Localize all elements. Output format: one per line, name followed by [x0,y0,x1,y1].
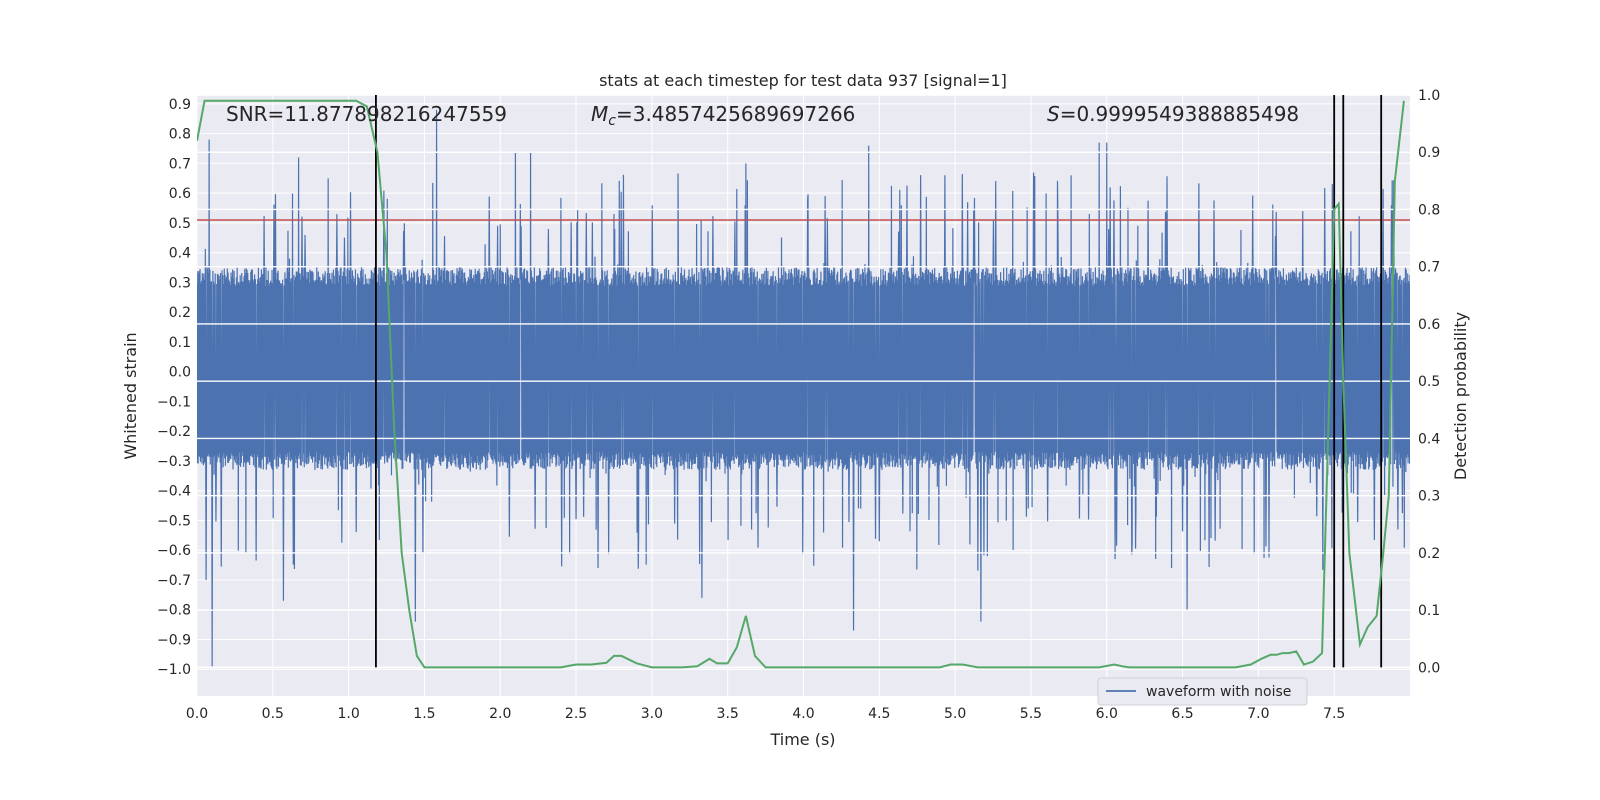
x-tick-label: 4.0 [792,706,814,722]
right-tick-label: 0.1 [1418,603,1440,619]
left-tick-label: −0.8 [157,603,191,619]
left-tick-label: −0.7 [157,573,191,589]
detection-probability-series [197,99,1405,669]
left-tick-label: 0.3 [169,275,191,291]
right-tick-label: 0.8 [1418,202,1440,218]
snr-annotation: SNR=11.877898216247559 [226,102,507,126]
right-tick-label: 0.6 [1418,317,1440,333]
x-tick-label: 6.0 [1096,706,1118,722]
score-annotation: S=0.9999549388885498 [1047,102,1299,126]
left-tick-label: −0.1 [157,394,191,410]
right-tick-label: 0.9 [1418,145,1440,161]
x-tick-label: 2.0 [489,706,511,722]
x-tick-label: 3.0 [641,706,663,722]
left-tick-label: −1.0 [157,662,191,678]
left-tick-label: 0.0 [169,365,191,381]
y-axis-label-left: Whitened strain [121,332,140,459]
y-axis-label-right: Detection probability [1451,312,1470,480]
right-tick-label: 0.7 [1418,260,1440,276]
left-tick-label: 0.1 [169,335,191,351]
x-tick-label: 1.5 [413,706,435,722]
left-tick-label: 0.2 [169,305,191,321]
right-tick-label: 0.4 [1418,431,1440,447]
right-tick-label: 0.2 [1418,546,1440,562]
left-tick-label: 0.7 [169,156,191,172]
left-axis-ticks: 0.9 0.8 0.7 0.6 0.5 0.4 0.3 0.2 0.1 0.0 −0.1 −0.2 −0… [157,97,191,678]
left-tick-label: −0.2 [157,424,191,440]
x-tick-label: 7.5 [1323,706,1345,722]
left-tick-label: −0.9 [157,632,191,648]
x-tick-label: 1.0 [337,706,359,722]
x-tick-label: 0.0 [186,706,208,722]
right-tick-label: 0.3 [1418,489,1440,505]
x-tick-label: 5.5 [1020,706,1042,722]
right-axis-ticks: 1.0 0.9 0.8 0.7 0.6 0.5 0.4 0.3 0.2 0.1 0.0 [1418,88,1440,676]
left-tick-label: −0.3 [157,454,191,470]
left-tick-label: 0.5 [169,216,191,232]
left-tick-label: 0.4 [169,246,191,262]
x-axis-label: Time (s) [769,730,835,749]
x-tick-label: 7.0 [1247,706,1269,722]
left-tick-label: 0.6 [169,186,191,202]
chart-title: stats at each timestep for test data 937… [599,71,1007,90]
x-tick-label: 3.5 [717,706,739,722]
left-tick-label: −0.4 [157,484,191,500]
legend-box [1097,677,1308,706]
chirp-mass-annotation: Mc=3.4857425689697266 [591,102,855,129]
left-tick-label: −0.6 [157,543,191,559]
legend: waveform with noise [1097,677,1308,706]
right-tick-label: 1.0 [1418,88,1440,104]
left-tick-label: 0.9 [169,97,191,113]
x-tick-label: 5.0 [944,706,966,722]
x-tick-label: 0.5 [262,706,284,722]
left-tick-label: 0.8 [169,127,191,143]
waveform-with-noise-series [197,109,1410,667]
right-tick-label: 0.5 [1418,374,1440,390]
x-tick-label: 6.5 [1171,706,1193,722]
right-tick-label: 0.0 [1418,660,1440,676]
legend-label: waveform with noise [1146,684,1291,700]
x-tick-label: 2.5 [565,706,587,722]
x-axis-ticks: 0.0 0.5 1.0 1.5 2.0 2.5 3.0 3.5 4.0 4.5 5.0 5.5 6.0 6… [186,706,1345,722]
x-tick-label: 4.5 [868,706,890,722]
left-tick-label: −0.5 [157,513,191,529]
